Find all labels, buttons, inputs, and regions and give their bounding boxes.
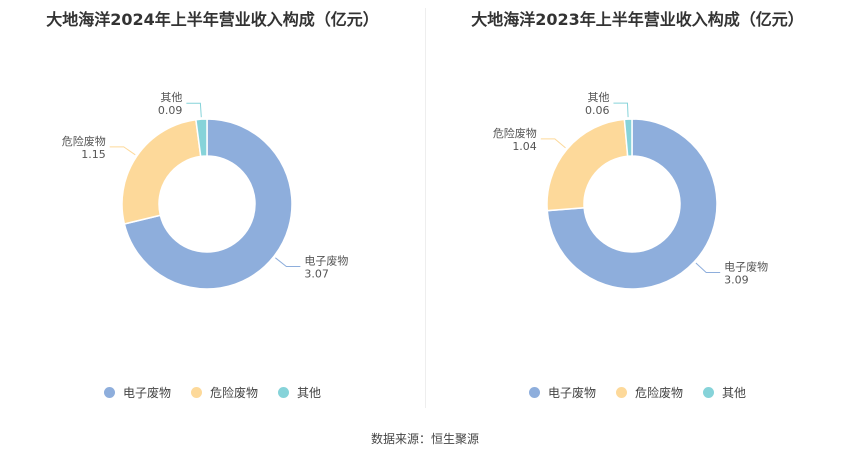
slice-label-value: 0.09 xyxy=(158,104,183,117)
legend-dot-icon xyxy=(615,387,627,398)
legend-label: 其他 xyxy=(297,386,322,400)
legend-dot-icon xyxy=(528,387,540,398)
leader-line xyxy=(540,138,566,149)
slice-other[interactable] xyxy=(195,118,208,158)
legend-item-hazardous-waste[interactable]: 危险废物 xyxy=(615,384,683,401)
leader-line xyxy=(613,102,629,118)
legend-label: 电子废物 xyxy=(122,386,171,400)
leader-line xyxy=(695,262,721,274)
legend: 电子废物 危险废物 其他 xyxy=(425,384,850,401)
slice-label-category: 其他 xyxy=(160,91,182,104)
slice-label-value: 3.09 xyxy=(724,274,749,287)
legend-item-electronic-waste[interactable]: 电子废物 xyxy=(103,384,171,401)
legend-item-hazardous-waste[interactable]: 危险废物 xyxy=(190,384,258,401)
slice-label-value: 0.06 xyxy=(585,104,610,117)
slice-electronic-waste[interactable] xyxy=(546,118,718,290)
slice-hazardous-waste[interactable] xyxy=(546,118,629,212)
legend-label: 危险废物 xyxy=(209,386,258,400)
legend-item-electronic-waste[interactable]: 电子废物 xyxy=(528,384,596,401)
legend-item-other[interactable]: 其他 xyxy=(278,384,321,401)
chart-panel-2023: 大地海洋2023年上半年营业收入构成（亿元） 电子废物 3.09 危险废物 1.04 其… xyxy=(425,0,850,415)
slice-label-category: 危险废物 xyxy=(493,126,537,140)
slice-label-category: 电子废物 xyxy=(724,260,768,274)
legend-dot-icon xyxy=(190,387,202,398)
chart-panel-2024: 大地海洋2024年上半年营业收入构成（亿元） 电子废物 3.07 危险废物 1.15 其… xyxy=(0,0,425,415)
legend-dot-icon xyxy=(703,387,714,398)
legend-label: 其他 xyxy=(722,386,747,400)
leader-line xyxy=(186,102,202,118)
legend-dot-icon xyxy=(278,387,289,398)
legend-item-other[interactable]: 其他 xyxy=(703,384,746,401)
legend-label: 电子废物 xyxy=(547,386,596,400)
chart-title: 大地海洋2024年上半年营业收入构成（亿元） xyxy=(46,10,379,29)
slice-label-value: 3.07 xyxy=(304,267,329,280)
slice-other[interactable] xyxy=(623,118,633,158)
slice-electronic-waste[interactable] xyxy=(123,118,293,290)
leader-line xyxy=(109,146,136,156)
slice-label-value: 1.04 xyxy=(512,140,537,153)
slice-label-category: 危险废物 xyxy=(62,134,106,148)
legend: 电子废物 危险废物 其他 xyxy=(0,384,425,401)
leader-line xyxy=(275,257,301,267)
slice-label-value: 1.15 xyxy=(81,148,106,161)
slice-hazardous-waste[interactable] xyxy=(121,118,202,225)
legend-dot-icon xyxy=(103,387,115,398)
legend-label: 危险废物 xyxy=(634,386,683,400)
panel-divider xyxy=(425,8,426,408)
chart-title: 大地海洋2023年上半年营业收入构成（亿元） xyxy=(471,10,804,29)
data-source: 数据来源：恒生聚源 xyxy=(370,432,479,446)
slice-label-category: 其他 xyxy=(587,91,609,104)
slice-label-category: 电子废物 xyxy=(304,253,348,267)
